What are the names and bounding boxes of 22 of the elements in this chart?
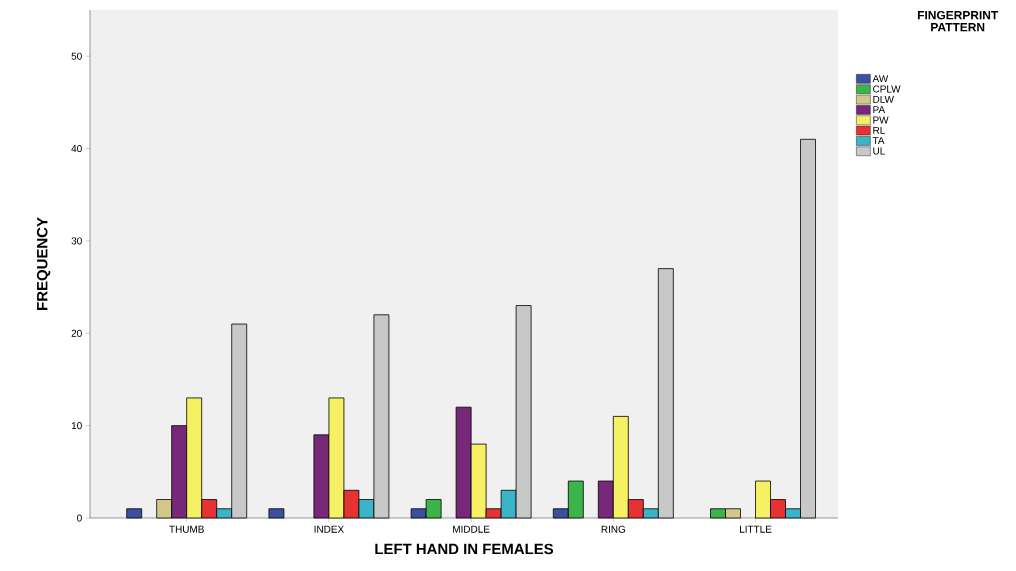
- y-tick-label: 10: [71, 422, 82, 430]
- x-tick-label: RING: [601, 525, 626, 533]
- legend-title: FINGERPRINT PATTERN: [917, 10, 999, 32]
- y-tick-label: 50: [71, 52, 82, 60]
- legend-label: PW: [873, 116, 889, 124]
- x-tick-label: MIDDLE: [453, 525, 490, 533]
- legend-label: TA: [872, 137, 885, 145]
- x-axis-title: LEFT HAND IN FEMALES: [375, 543, 554, 555]
- y-tick-label: 40: [71, 145, 82, 153]
- legend-label: UL: [873, 147, 885, 155]
- x-tick-label: INDEX: [314, 525, 344, 533]
- y-axis-title: FREQUENCY: [36, 217, 51, 310]
- y-tick-label: 20: [71, 329, 82, 337]
- legend-label: PA: [873, 106, 886, 114]
- x-tick-label: LITTLE: [740, 525, 772, 533]
- legend-label: DLW: [873, 95, 894, 103]
- x-tick-label: THUMB: [169, 525, 204, 533]
- legend-label: AW: [872, 75, 889, 82]
- legend-label: RL: [873, 126, 885, 134]
- y-tick-label: 0: [77, 514, 82, 522]
- y-tick-label: 30: [71, 237, 82, 245]
- legend-label: CPLW: [873, 85, 901, 93]
